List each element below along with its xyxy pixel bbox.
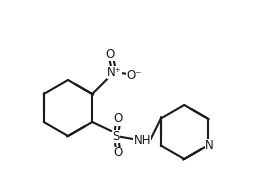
Text: N: N bbox=[205, 139, 214, 152]
Text: NH: NH bbox=[134, 133, 151, 147]
Text: O⁻: O⁻ bbox=[126, 68, 142, 82]
Text: N⁺: N⁺ bbox=[107, 66, 122, 78]
Text: O: O bbox=[106, 47, 115, 61]
Text: O: O bbox=[114, 147, 123, 159]
Text: O: O bbox=[114, 112, 123, 126]
Text: S: S bbox=[113, 130, 120, 142]
